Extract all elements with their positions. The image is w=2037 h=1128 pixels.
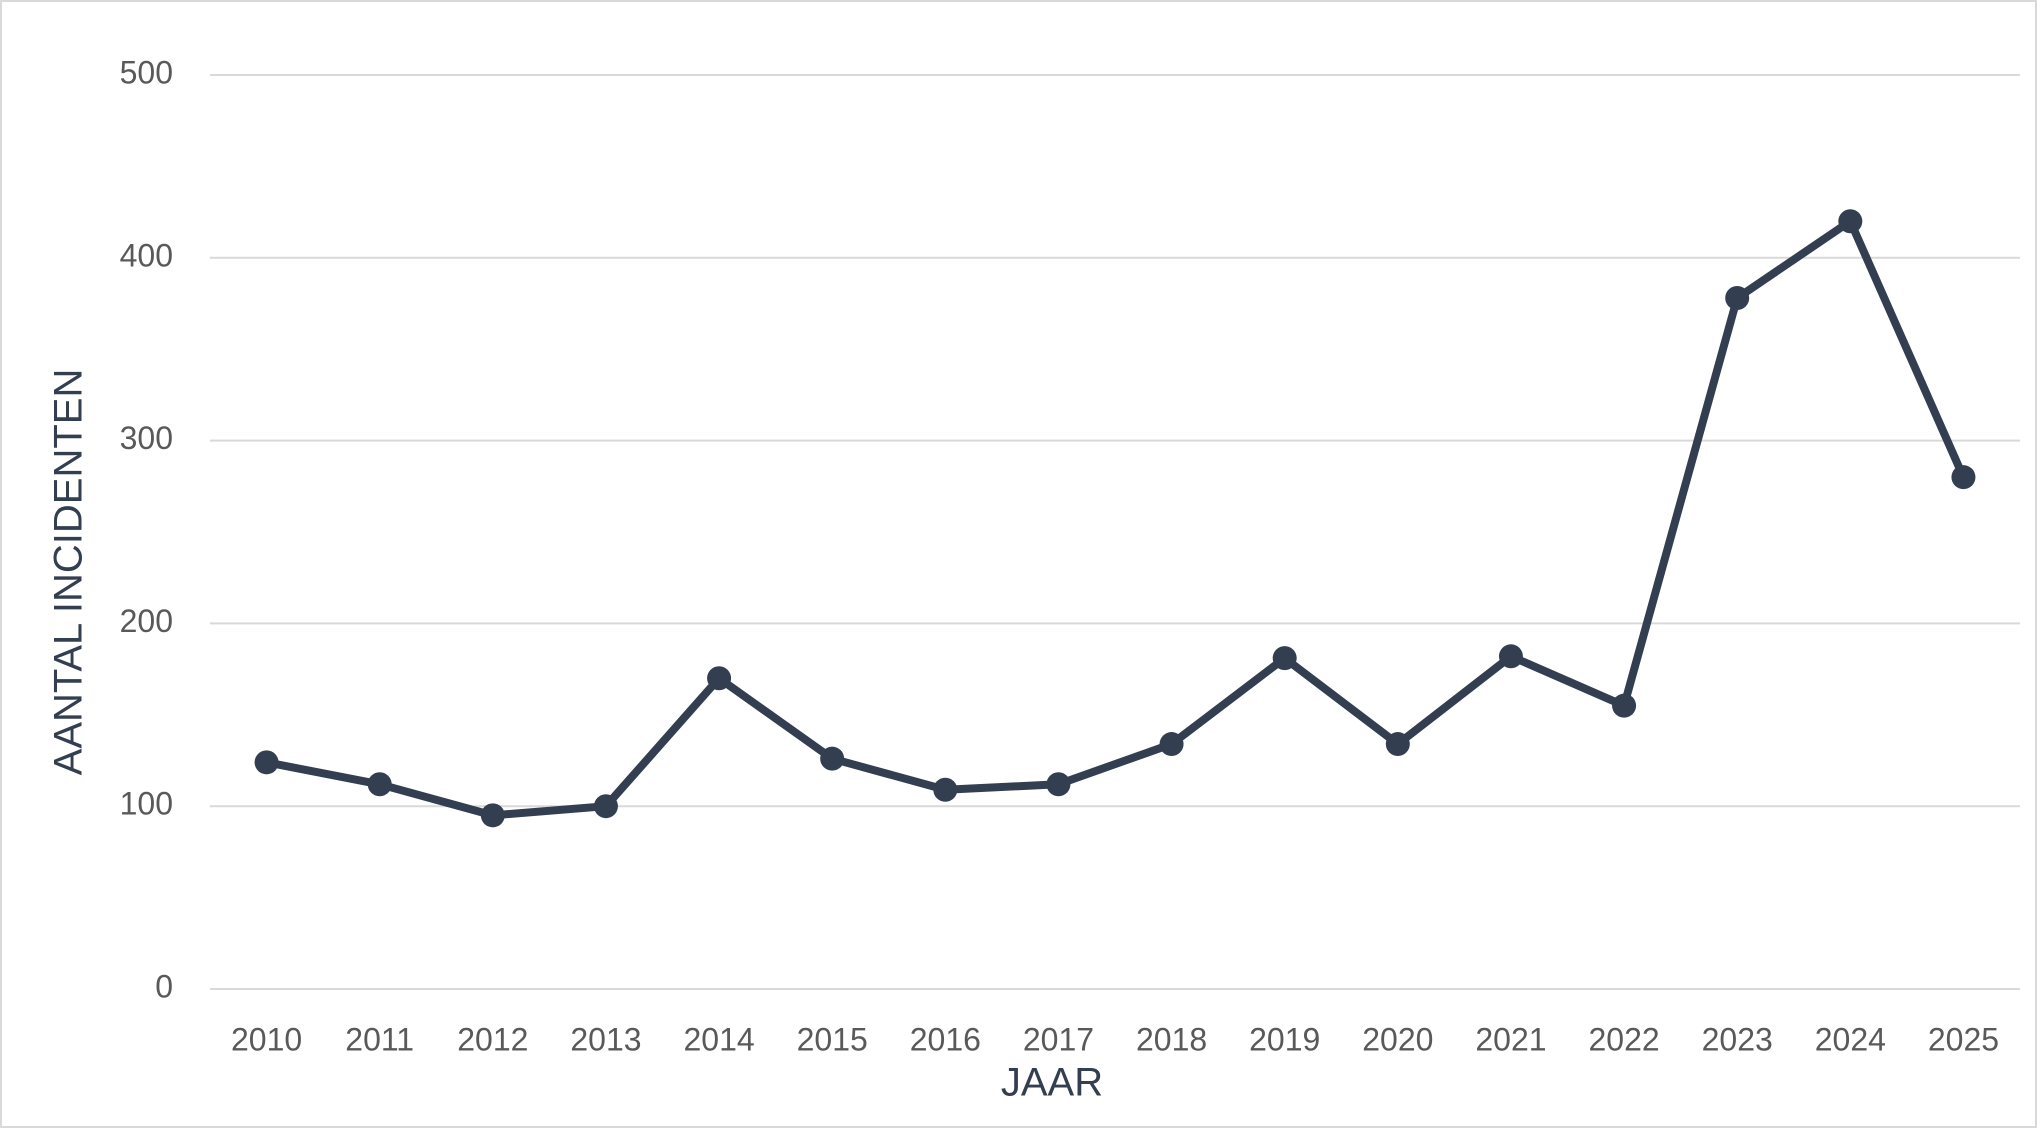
x-tick-label: 2021 (1475, 1021, 1546, 1057)
x-tick-label: 2017 (1023, 1021, 1094, 1057)
y-axis-title: AANTAL INCIDENTEN (47, 369, 91, 776)
y-tick-label: 500 (120, 54, 173, 90)
y-tick-label: 300 (120, 420, 173, 456)
marker (367, 772, 392, 797)
x-tick-label: 2024 (1815, 1021, 1886, 1057)
line (265, 217, 1968, 820)
x-tick-label: 2012 (457, 1021, 528, 1057)
x-tick-label: 2016 (910, 1021, 981, 1057)
x-tick-label: 2010 (231, 1021, 302, 1057)
marker (593, 794, 618, 819)
marker (1385, 732, 1410, 757)
y-tick-label: 400 (120, 237, 173, 273)
x-tick-label: 2022 (1588, 1021, 1659, 1057)
marker (1498, 644, 1523, 669)
y-tick-label: 200 (120, 603, 173, 639)
x-tick-label: 2013 (570, 1021, 641, 1057)
marker (480, 803, 505, 828)
y-tick-label: 0 (155, 968, 173, 1004)
x-tick-label: 2020 (1362, 1021, 1433, 1057)
x-tick-label: 2011 (345, 1021, 414, 1057)
marker (933, 777, 958, 802)
x-tick-label: 2015 (797, 1021, 868, 1057)
x-tick-label: 2014 (683, 1021, 754, 1057)
marker (1725, 286, 1750, 311)
x-tick-label: 2019 (1249, 1021, 1320, 1057)
marker (707, 666, 732, 691)
x-tick-label: 2023 (1702, 1021, 1773, 1057)
marker (1951, 465, 1976, 490)
marker (254, 750, 279, 775)
y-tick-label: 100 (120, 786, 173, 822)
marker (1612, 693, 1637, 718)
x-tick-label: 2025 (1928, 1021, 1999, 1057)
x-axis-title: JAAR (1001, 1061, 1103, 1105)
marker (1838, 209, 1863, 234)
marker (1159, 732, 1184, 757)
marker (820, 746, 845, 771)
marker (1272, 646, 1297, 671)
marker (1046, 772, 1071, 797)
x-tick-label: 2018 (1136, 1021, 1207, 1057)
